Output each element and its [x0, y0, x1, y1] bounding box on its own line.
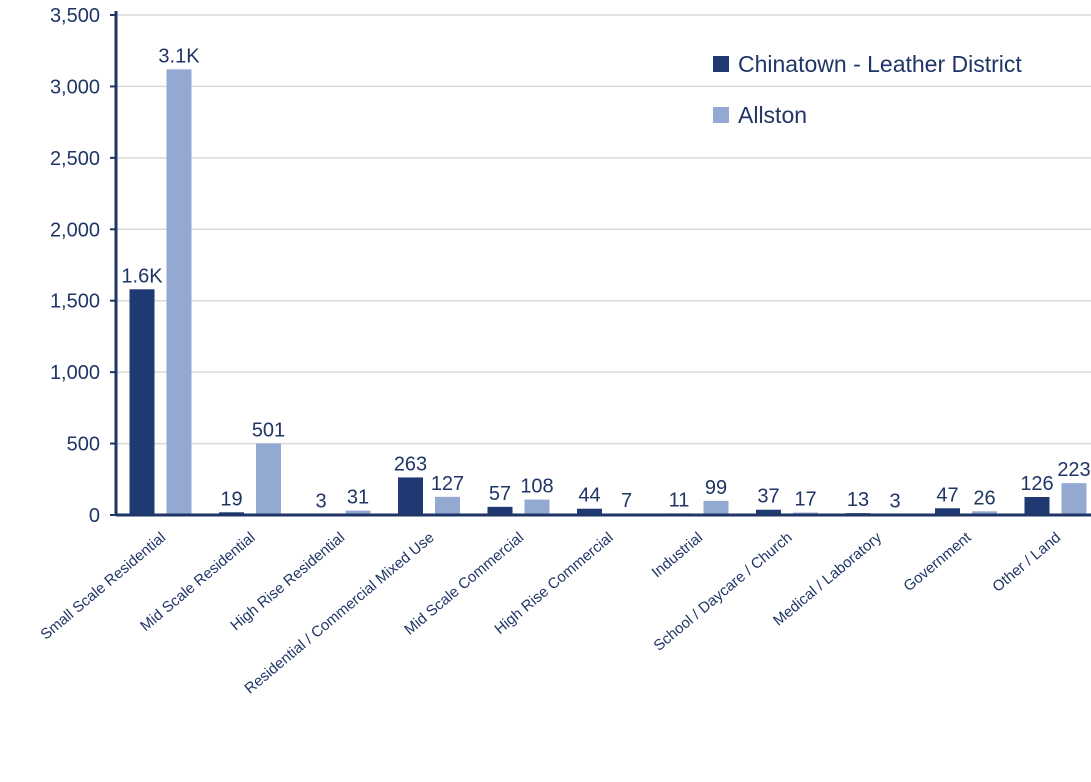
y-axis-ticks: 0 500 1,000 1,500 2,000 2,500 3,000 3,500	[50, 5, 116, 527]
bar-chinatown	[487, 506, 513, 515]
bar-allston	[972, 511, 997, 515]
data-label: 17	[794, 489, 816, 511]
data-label: 3	[889, 491, 900, 513]
y-tick-label: 3,000	[50, 76, 100, 98]
data-label: 99	[705, 477, 727, 499]
legend-label-chinatown: Chinatown - Leather District	[738, 51, 1022, 77]
y-tick-label: 1,000	[50, 362, 100, 384]
x-tick-label: Government	[900, 529, 975, 596]
bar-allston	[256, 443, 281, 515]
y-tick-label: 0	[89, 505, 100, 527]
axes	[114, 11, 1091, 517]
data-label: 57	[489, 483, 511, 505]
bar-chinatown	[577, 508, 602, 515]
data-label: 44	[578, 485, 600, 507]
y-tick-label: 1,500	[50, 291, 100, 313]
bar-allston	[345, 510, 371, 515]
data-label: 26	[973, 487, 995, 509]
data-label: 3.1K	[158, 45, 200, 67]
bar-chinatown	[1024, 497, 1050, 515]
y-tick-label: 500	[67, 434, 100, 456]
y-tick-label: 2,000	[50, 219, 100, 241]
bar-allston	[524, 499, 550, 515]
data-label: 127	[431, 473, 464, 495]
data-label: 223	[1057, 459, 1090, 481]
legend: Chinatown - Leather District Allston	[713, 51, 1022, 128]
gridlines	[116, 14, 1091, 445]
x-tick-label: Other / Land	[989, 529, 1064, 596]
data-label: 126	[1020, 473, 1053, 495]
bar-chinatown	[129, 289, 155, 515]
bar-chinatown	[398, 477, 423, 515]
data-label: 13	[847, 489, 869, 511]
data-label: 7	[621, 490, 632, 512]
bar-allston	[166, 69, 192, 516]
data-label: 263	[394, 453, 427, 475]
bar-chinatown	[756, 509, 781, 515]
data-label: 31	[347, 487, 369, 509]
data-label: 1.6K	[121, 265, 163, 287]
data-label: 501	[252, 419, 285, 441]
x-tick-label: Industrial	[649, 529, 707, 581]
data-label: 19	[220, 488, 242, 510]
data-label: 37	[757, 486, 779, 508]
y-tick-label: 3,500	[50, 5, 100, 27]
data-label: 11	[669, 489, 690, 511]
x-tick-label: Residential / Commercial Mixed Use	[241, 529, 437, 697]
bar-allston	[435, 496, 460, 515]
data-label: 47	[936, 484, 958, 506]
legend-label-allston: Allston	[738, 102, 807, 128]
legend-swatch-allston	[713, 107, 729, 123]
legend-swatch-chinatown	[713, 56, 729, 72]
bars	[129, 69, 1087, 516]
bar-allston	[1061, 483, 1087, 515]
y-tick-label: 2,500	[50, 148, 100, 170]
data-label: 108	[520, 476, 553, 498]
data-label: 3	[315, 491, 326, 513]
bar-allston	[703, 500, 729, 515]
bar-chinatown	[935, 508, 960, 515]
